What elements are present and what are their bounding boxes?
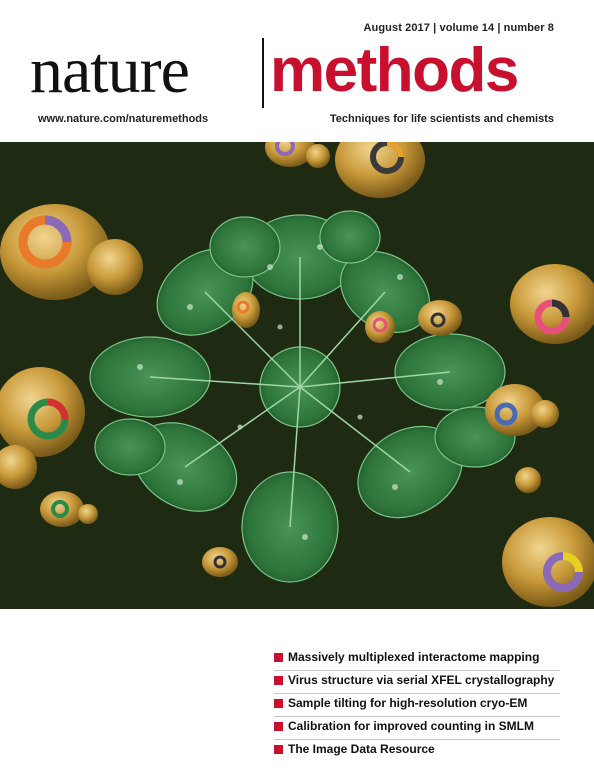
cover-artwork (0, 142, 594, 609)
yeast-cell (418, 300, 462, 336)
yeast-cell (365, 311, 395, 343)
cover-line-text: Sample tilting for high-resolution cryo-… (288, 696, 528, 710)
yeast-cells (0, 142, 594, 607)
cover-line-text: The Image Data Resource (288, 742, 435, 756)
yeast-cell (485, 384, 559, 436)
masthead-divider (262, 38, 264, 108)
masthead-methods: methods (270, 36, 519, 105)
issue-info: August 2017 | volume 14 | number 8 (363, 22, 554, 34)
yeast-cell (515, 467, 541, 493)
cover-illustration (0, 142, 594, 609)
bullet-square-icon (274, 676, 283, 685)
yeast-cell (202, 547, 238, 577)
bullet-square-icon (274, 745, 283, 754)
yeast-cell (502, 517, 594, 607)
yeast-cell (265, 142, 330, 168)
yeast-cell (232, 292, 260, 328)
yeast-cell (40, 491, 98, 527)
bullet-square-icon (274, 722, 283, 731)
plant-rosette (89, 210, 516, 583)
cover-line[interactable]: The Image Data Resource (274, 740, 560, 762)
cover-lines: Massively multiplexed interactome mappin… (274, 648, 560, 762)
cover-line[interactable]: Virus structure via serial XFEL crystall… (274, 671, 560, 694)
cover-line[interactable]: Massively multiplexed interactome mappin… (274, 648, 560, 671)
cover-line[interactable]: Sample tilting for high-resolution cryo-… (274, 694, 560, 717)
journal-url[interactable]: www.nature.com/naturemethods (38, 113, 209, 125)
bullet-square-icon (274, 699, 283, 708)
cover-header: August 2017 | volume 14 | number 8 natur… (0, 0, 594, 142)
yeast-cell (510, 264, 594, 344)
cover-line-text: Massively multiplexed interactome mappin… (288, 650, 540, 664)
journal-tagline: Techniques for life scientists and chemi… (329, 113, 554, 125)
cover-line-text: Calibration for improved counting in SML… (288, 719, 534, 733)
cover-line[interactable]: Calibration for improved counting in SML… (274, 717, 560, 740)
cover-line-text: Virus structure via serial XFEL crystall… (288, 673, 555, 687)
masthead-nature: nature (30, 34, 190, 107)
yeast-cell (0, 204, 143, 300)
yeast-cell (335, 142, 425, 198)
yeast-cell (0, 367, 85, 489)
bullet-square-icon (274, 653, 283, 662)
